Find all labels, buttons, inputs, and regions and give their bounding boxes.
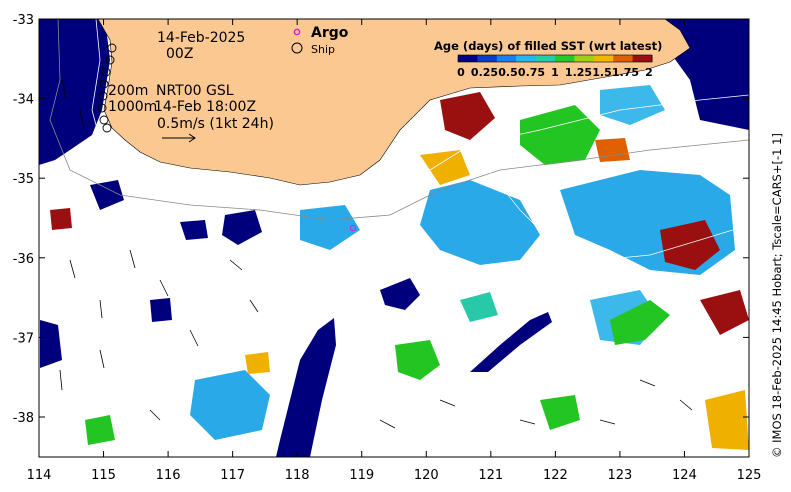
fresh-sst-streak [470,312,552,372]
current-vectors [59,79,693,429]
vector-scale-label: 0.5m/s (1kt 24h) [157,116,274,132]
colorbar-tick-label: 0.75 [518,66,545,79]
fresh-sst-patch [180,220,208,240]
colorbar-segment [516,55,537,62]
sst-region-light-blue [300,205,360,250]
sst-region-light-blue [190,370,270,440]
contour-200m-label: 200m [108,83,148,99]
fresh-sst-patch [380,278,420,310]
fresh-sst-patch [222,210,262,245]
x-tick-label: 117 [220,468,245,483]
y-axis: -33 -34 -35 -36 -37 -38 [13,13,749,426]
x-tick-label: 119 [349,468,374,483]
x-tick-label: 115 [91,468,116,483]
colorbar-segment [632,55,653,62]
sst-region-green [610,300,670,345]
colorbar-tick-label: 1 [551,66,559,79]
map-time: 00Z [166,46,193,62]
colorbar-segment [574,55,595,62]
y-tick-label: -36 [13,252,34,267]
sst-region-green [540,395,580,430]
contour-1000m [479,159,749,261]
x-tick-label: 122 [543,468,568,483]
sst-region-orange [595,138,630,162]
x-tick-label: 118 [285,468,310,483]
observation-time: 14-Feb 18:00Z [154,99,256,115]
sst-region-light-blue [600,85,665,125]
colorbar-tick-label: 0.5 [498,66,518,79]
y-tick-label: -33 [13,13,34,28]
ship-legend-icon [291,42,303,54]
colorbar-segment [593,55,614,62]
ship-track [97,43,117,133]
argo-float-marker [349,224,357,232]
sst-region-orange [245,352,270,374]
sst-region-orange [705,390,749,450]
y-tick-label: -34 [13,93,34,108]
x-tick-label: 125 [737,468,762,483]
colorbar-frame [457,54,653,63]
argo-legend-icon [293,28,301,36]
sst-region-dark-red [700,290,749,335]
sst-region-teal [460,292,498,322]
sst-region-green [85,415,115,445]
plot-frame [38,18,750,458]
x-tick-label: 114 [27,468,52,483]
colorbar-title: Age (days) of filled SST (wrt latest) [434,39,662,53]
colorbar [457,54,653,63]
colorbar-tick-label: 1.75 [612,66,639,79]
colorbar-ticks: 0 0.25 0.5 0.75 1 1.25 1.5 1.75 2 [457,66,653,79]
x-tick-label: 123 [607,468,632,483]
sst-region-dark-red [50,208,72,230]
y-tick-label: -38 [13,411,34,426]
contour-1000m-label: 1000m [108,99,157,115]
credit-line: © IMOS 18-Feb-2025 14:45 Hobart; Tscale=… [770,133,784,458]
x-tick-label: 116 [156,468,181,483]
colorbar-tick-label: 1.25 [565,66,592,79]
x-axis: 114 115 116 117 118 119 120 121 122 123 124 125 [27,19,762,483]
product-label: NRT00 GSL [156,83,234,99]
sst-region-light-blue [420,180,540,265]
argo-legend-label: Argo [311,25,349,41]
x-tick-label: 124 [672,468,697,483]
ship-legend-label: Ship [311,43,335,56]
fresh-sst-patch [40,320,62,368]
x-tick-label: 120 [414,468,439,483]
y-tick-label: -37 [13,331,34,346]
fresh-sst-region-west [39,19,110,165]
sst-region-green [395,340,440,380]
x-tick-label: 121 [478,468,503,483]
vector-scale-arrow [162,133,196,143]
colorbar-tick-label: 0 [457,66,465,79]
sst-region-dark-red [660,220,720,270]
contour-200m [91,19,749,206]
contour-1000m [49,19,749,221]
colorbar-tick-label: 1.5 [592,66,612,79]
colorbar-segment [555,55,575,62]
fresh-sst-patch [150,298,172,322]
colorbar-segment [496,55,517,62]
colorbar-tick-label: 2 [645,66,653,79]
colorbar-segment [613,55,634,62]
sst-region-orange [420,150,470,185]
colorbar-segment [477,55,498,62]
colorbar-segment [535,55,556,62]
colorbar-segment [458,55,478,62]
y-tick-label: -35 [13,172,34,187]
contour-1000m [559,329,749,361]
fresh-sst-patch [90,180,124,210]
fresh-sst-band-south [276,318,336,457]
colorbar-tick-label: 0.25 [471,66,498,79]
sst-region-dark-red [440,92,495,140]
map-date: 14-Feb-2025 [157,30,245,46]
